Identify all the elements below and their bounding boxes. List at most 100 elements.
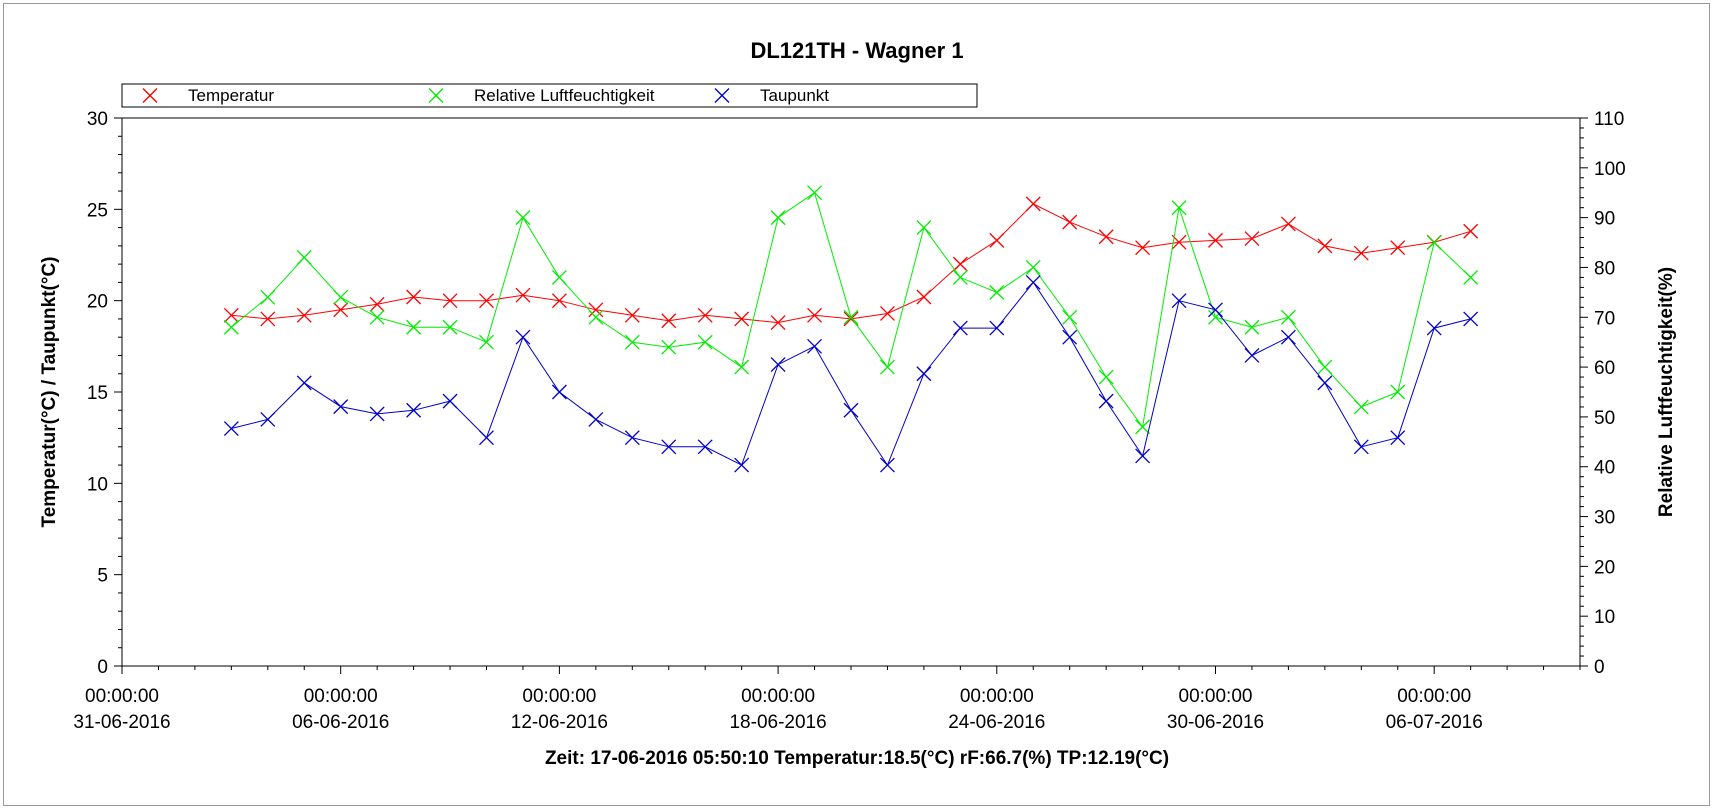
data-point xyxy=(1062,329,1078,345)
data-point xyxy=(260,289,276,305)
data-point xyxy=(661,439,677,455)
data-point xyxy=(1244,319,1260,335)
x-axis: 00:00:00 31-06-2016 00:00:00 06-06-2016 00:0… xyxy=(73,666,1581,733)
data-point xyxy=(406,402,422,418)
data-point xyxy=(333,302,349,318)
data-point xyxy=(1025,259,1041,275)
data-point xyxy=(1317,359,1333,375)
data-point xyxy=(1208,232,1223,248)
data-point xyxy=(1098,229,1114,245)
data-point xyxy=(1135,448,1151,464)
series-2 xyxy=(223,274,1479,473)
data-point xyxy=(843,402,859,418)
data-point xyxy=(551,384,567,400)
y-left-tick-label: 5 xyxy=(97,566,108,587)
data-point xyxy=(406,289,422,305)
data-point xyxy=(734,359,750,375)
data-point xyxy=(879,457,895,473)
data-point xyxy=(1280,216,1296,232)
data-point xyxy=(1025,196,1041,212)
data-point xyxy=(479,430,494,446)
series-1 xyxy=(223,185,1479,435)
data-point xyxy=(770,210,786,226)
data-point xyxy=(260,311,276,327)
data-point xyxy=(1463,223,1479,239)
x-tick-date-label: 30-06-2016 xyxy=(1167,712,1264,733)
data-point xyxy=(1244,348,1260,363)
legend-label: Relative Luftfeuchtigkeit xyxy=(474,86,655,105)
x-tick-time-label: 00:00:00 xyxy=(85,686,159,707)
data-point xyxy=(551,293,567,309)
x-tick-time-label: 00:00:00 xyxy=(741,686,815,707)
data-point xyxy=(807,338,823,354)
legend-box xyxy=(121,83,978,108)
right-axis: 0 10 20 30 40 50 60 70 80 90 100 110 xyxy=(1580,109,1626,678)
data-point xyxy=(770,315,786,331)
data-point xyxy=(1353,439,1369,455)
data-point xyxy=(551,269,567,285)
data-point xyxy=(588,309,604,325)
y-right-tick-label: 90 xyxy=(1594,209,1615,230)
data-point xyxy=(1390,430,1406,446)
series-layer xyxy=(223,185,1479,473)
x-tick-time-label: 00:00:00 xyxy=(304,686,378,707)
data-point xyxy=(1135,240,1151,256)
data-point xyxy=(260,411,276,427)
series-0 xyxy=(223,196,1479,331)
y-right-tick-label: 0 xyxy=(1594,657,1605,678)
y-right-tick-label: 40 xyxy=(1594,458,1615,479)
data-point xyxy=(1353,399,1369,415)
legend-marker-1 xyxy=(428,88,444,103)
x-tick-date-label: 06-06-2016 xyxy=(292,712,389,733)
data-point xyxy=(952,320,968,336)
x-tick-time-label: 00:00:00 xyxy=(1397,686,1471,707)
data-point xyxy=(879,305,895,321)
data-point xyxy=(369,309,385,325)
data-point xyxy=(1098,393,1114,409)
y-right-axis-label: Relative Luftfeuchtigkeit(%) xyxy=(1656,267,1677,517)
data-point xyxy=(223,421,239,436)
cursor-readout: Zeit: 17-06-2016 05:50:10 Temperatur:18.… xyxy=(545,748,1169,769)
data-point xyxy=(296,307,312,323)
y-left-axis-label: Temperatur(°C) / Taupunkt(°C) xyxy=(39,257,60,528)
data-point xyxy=(296,250,312,265)
data-point xyxy=(442,319,458,335)
data-point xyxy=(1171,200,1187,216)
y-right-tick-label: 80 xyxy=(1594,258,1615,279)
plot-area xyxy=(121,117,1581,667)
data-point xyxy=(515,210,531,226)
data-point xyxy=(296,375,312,391)
y-right-tick-label: 30 xyxy=(1594,508,1615,529)
data-point xyxy=(916,366,932,382)
data-point xyxy=(1426,320,1442,336)
x-tick-date-label: 06-07-2016 xyxy=(1386,712,1483,733)
data-point xyxy=(624,334,640,350)
data-point xyxy=(843,309,859,325)
data-point xyxy=(515,329,531,345)
left-axis: 0 5 10 15 20 25 30 xyxy=(87,109,122,678)
data-point xyxy=(1317,375,1333,391)
data-point xyxy=(1171,293,1187,309)
data-point xyxy=(989,232,1005,248)
data-point xyxy=(1280,329,1296,345)
data-point xyxy=(1208,309,1223,325)
data-point xyxy=(1426,235,1442,251)
data-point xyxy=(952,269,968,285)
chart-title: DL121TH - Wagner 1 xyxy=(750,38,963,63)
data-point xyxy=(807,307,823,323)
data-point xyxy=(1062,309,1078,325)
data-point xyxy=(1208,302,1223,318)
legend-marker-2 xyxy=(714,88,730,103)
data-point xyxy=(1062,214,1078,230)
data-point xyxy=(661,339,677,355)
data-point xyxy=(952,256,968,272)
data-point xyxy=(989,320,1005,336)
data-point xyxy=(479,293,494,309)
legend-marker-0 xyxy=(142,88,158,103)
data-point xyxy=(697,307,713,323)
y-left-tick-label: 30 xyxy=(87,109,108,130)
data-point xyxy=(661,313,677,329)
x-tick-date-label: 12-06-2016 xyxy=(511,712,608,733)
series-line xyxy=(231,203,1471,324)
